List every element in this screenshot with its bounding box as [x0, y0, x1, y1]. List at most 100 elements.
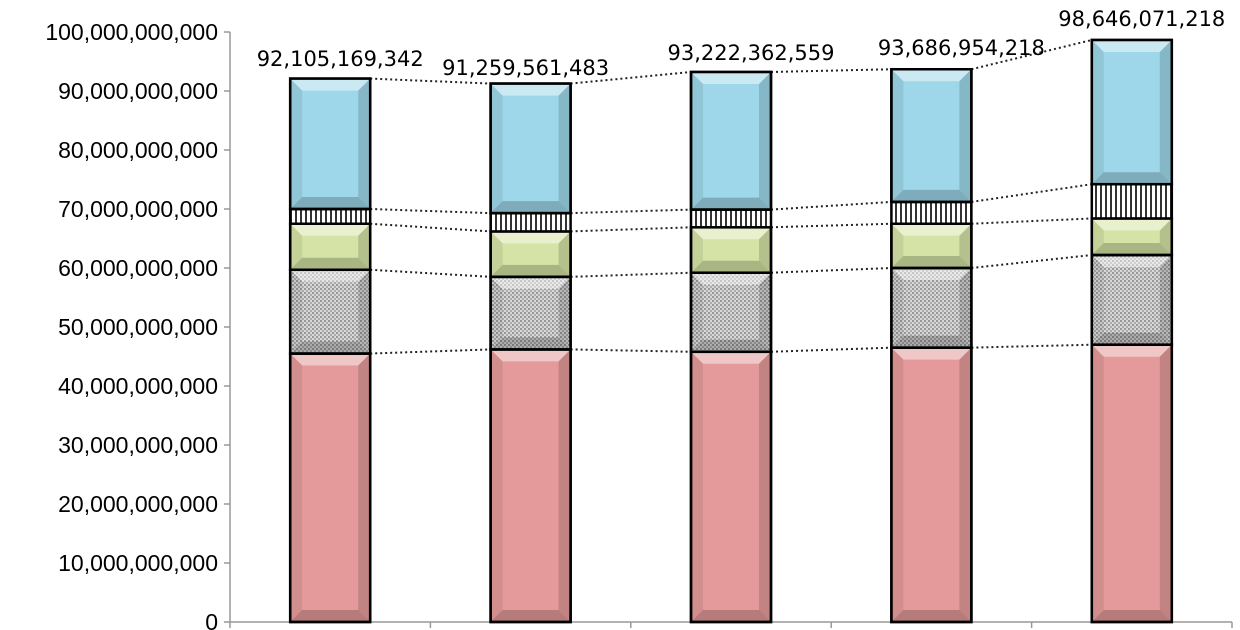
bar-bevel-top [490, 276, 571, 289]
bar-bevel-bottom [891, 610, 972, 622]
series-connector-line [370, 348, 491, 355]
bar-bevel-bottom [290, 341, 371, 354]
series-connector-line [370, 222, 491, 233]
total-label: 93,222,362,559 [668, 41, 835, 65]
bar-bevel-top [490, 83, 571, 96]
total-label: 93,686,954,218 [878, 36, 1045, 60]
bar-bevel-left [290, 269, 303, 354]
bar-bevel-top [1091, 255, 1172, 268]
y-tick-label: 40,000,000,000 [58, 373, 218, 399]
bar-bevel-left [290, 78, 303, 209]
series-connector-line [971, 183, 1092, 203]
bar-bevel-top [691, 351, 771, 364]
bar-bevel-top [691, 272, 771, 285]
y-tick-label: 50,000,000,000 [58, 314, 218, 340]
bar-stack [890, 67, 973, 624]
series-connector-line [971, 254, 1092, 269]
y-tick-label: 0 [205, 609, 218, 630]
bar-bevel-right [358, 353, 371, 622]
bar-bevel-bottom [691, 197, 771, 210]
bar-bevel-right [759, 227, 771, 273]
bar-segment [288, 268, 372, 355]
series-connector-line [971, 39, 1093, 71]
bar-bevel-left [1091, 218, 1104, 256]
bar-bevel-left [691, 272, 703, 352]
bar-segment [890, 200, 973, 225]
bar-bevel-right [358, 269, 371, 354]
bar-segment [288, 207, 372, 225]
bar-segment [1090, 38, 1174, 186]
total-label: 91,259,561,483 [442, 56, 609, 80]
bar-bevel-right [959, 268, 972, 348]
y-tick-label: 90,000,000,000 [58, 78, 218, 104]
bar-bevel-left [891, 268, 904, 348]
bar-segment [890, 266, 973, 349]
bar-bevel-top [691, 227, 771, 240]
bar-bevel-bottom [1091, 172, 1172, 185]
bar-bevel-left [891, 347, 904, 622]
bar-bevel-bottom [691, 339, 771, 352]
bar-segment [288, 352, 372, 624]
bar-segment-outline [689, 70, 773, 211]
y-tick-label: 80,000,000,000 [58, 137, 218, 163]
bar-bevel-top [891, 69, 972, 82]
series-connector-line [370, 268, 491, 278]
series-connector-line [570, 70, 692, 85]
total-label: 98,646,071,218 [1058, 7, 1225, 31]
bar-bevel-top [1091, 344, 1172, 357]
bar-bevel-top [1091, 218, 1172, 231]
bar-bevel-top [490, 231, 571, 244]
bar-segment [689, 226, 773, 274]
bar-bevel-left [691, 351, 703, 622]
series-connector-line [370, 208, 491, 215]
series-connector-line [770, 68, 892, 73]
bar-bevel-top [490, 349, 571, 362]
bar-bevel-left [290, 223, 303, 270]
bar-bevel-right [1159, 218, 1172, 256]
bar-bevel-left [290, 353, 303, 622]
bar-bevel-bottom [691, 260, 771, 273]
bar-stack [288, 77, 372, 624]
bar-segment-outline [288, 77, 372, 211]
total-label: 92,105,169,342 [257, 47, 424, 71]
bar-bevel-right [1159, 39, 1172, 185]
bar-bevel-bottom [490, 264, 571, 277]
series-connector-line [770, 267, 892, 274]
bar-bevel-right [558, 231, 571, 277]
bar-bevel-top [290, 223, 371, 236]
bar-bevel-bottom [891, 256, 972, 268]
bar-bevel-top [1091, 39, 1172, 52]
bar-bevel-left [490, 231, 503, 277]
bar-bevel-right [1159, 344, 1172, 622]
y-axis: 0 10,000,000,000 20,000,000,000 30,000,000,… [45, 19, 1233, 630]
connector-lines [370, 39, 1093, 355]
bar-bevel-left [490, 83, 503, 214]
bar-bevel-top [891, 223, 972, 236]
series-connector-line [370, 77, 491, 85]
bar-bevel-top [290, 353, 371, 366]
bar-stack [489, 82, 572, 624]
bar-bevel-right [959, 347, 972, 622]
bar-bevel-top [691, 71, 771, 84]
series-connector-line [971, 343, 1092, 349]
bar-bevel-left [691, 227, 703, 273]
bar-bevel-right [759, 351, 771, 622]
y-tick-label: 100,000,000,000 [45, 19, 218, 45]
bar-bevel-bottom [1091, 243, 1172, 256]
bar-stack [689, 70, 773, 624]
bar-bevel-top [891, 268, 972, 280]
bar-bevel-right [558, 83, 571, 214]
y-tick-label: 30,000,000,000 [58, 432, 218, 458]
y-tick-label: 10,000,000,000 [58, 550, 218, 576]
bar-bevel-left [691, 71, 703, 210]
bar-stack [1090, 38, 1174, 624]
bar-bevel-top [290, 269, 371, 282]
y-tick-label: 60,000,000,000 [58, 255, 218, 281]
bar-bevel-right [558, 349, 571, 622]
bar-bevel-top [290, 78, 371, 91]
bar-segment [288, 77, 372, 211]
bar-bevel-bottom [1091, 332, 1172, 345]
bar-bevel-right [358, 78, 371, 209]
bar-bevel-right [959, 69, 972, 202]
